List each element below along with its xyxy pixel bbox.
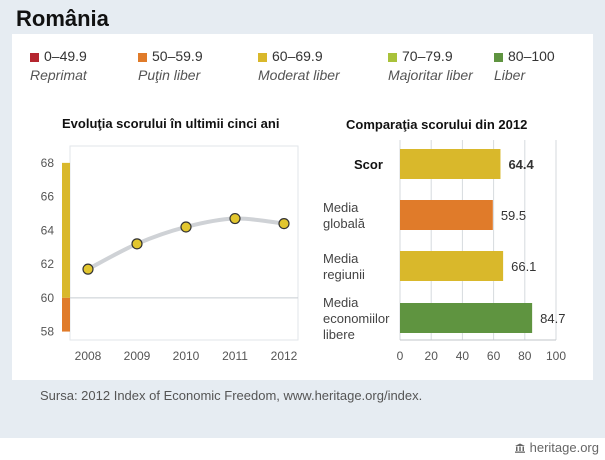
- x-tick-label: 40: [456, 349, 470, 363]
- score-point: [229, 212, 241, 225]
- value-label: 84.7: [540, 311, 565, 326]
- legend-label: Majoritar liber: [388, 67, 473, 83]
- plot-area: [69, 145, 299, 341]
- brand-text: heritage.org: [529, 440, 599, 455]
- line-chart-title: Evoluţia scorului în ultimii cinci ani: [62, 116, 280, 131]
- y-tick-label: 66: [41, 190, 55, 204]
- score-point: [82, 263, 94, 275]
- bar: [400, 149, 501, 179]
- brand-link[interactable]: heritage.org: [514, 440, 599, 455]
- value-label: 66.1: [511, 259, 536, 274]
- legend-range: 80–100: [508, 48, 555, 64]
- band-mostly-unfree: [62, 297, 70, 332]
- y-tick-label: 62: [41, 257, 55, 271]
- legend-range: 60–69.9: [272, 48, 323, 64]
- bar: [400, 251, 504, 281]
- legend-label: Puţin liber: [138, 67, 201, 83]
- freedom-legend: 0–49.9 Reprimat 50–59.9 Puţin liber 60–6…: [30, 48, 590, 88]
- legend-range: 50–59.9: [152, 48, 203, 64]
- category-label: Scor: [354, 157, 383, 172]
- y-tick-label: 64: [41, 223, 55, 237]
- legend-label: Liber: [494, 67, 526, 83]
- score-point: [278, 218, 290, 230]
- bar-chart-title: Comparaţia scorului din 2012: [346, 117, 528, 132]
- page-title: România: [16, 6, 109, 31]
- x-tick-label: 2010: [173, 349, 200, 363]
- category-label: Media regiunii: [323, 251, 365, 282]
- legend-swatch: [258, 53, 267, 62]
- y-tick-label: 68: [41, 156, 55, 170]
- x-tick-label: 80: [518, 349, 532, 363]
- legend-label: Reprimat: [30, 67, 87, 83]
- x-tick-label: 60: [487, 349, 501, 363]
- x-tick-label: 2008: [75, 349, 102, 363]
- band-moderately-free: [62, 162, 70, 298]
- value-label: 64.4: [508, 157, 534, 172]
- legend-swatch: [138, 53, 147, 62]
- building-icon: [514, 443, 525, 453]
- bar: [400, 303, 533, 333]
- y-tick-label: 58: [41, 325, 55, 339]
- source-note: Sursa: 2012 Index of Economic Freedom, w…: [40, 388, 423, 403]
- score-point: [180, 221, 192, 233]
- score-point: [131, 238, 143, 250]
- legend-range: 70–79.9: [402, 48, 453, 64]
- legend-range: 0–49.9: [44, 48, 87, 64]
- x-tick-label: 100: [546, 349, 566, 363]
- x-tick-label: 0: [397, 349, 404, 363]
- legend-swatch: [494, 53, 503, 62]
- x-tick-label: 2012: [271, 349, 298, 363]
- x-tick-label: 20: [425, 349, 439, 363]
- category-label: Media globală: [323, 200, 366, 231]
- legend-swatch: [30, 53, 39, 62]
- category-label: Media economiilor libere: [323, 295, 390, 342]
- bar: [400, 200, 493, 230]
- y-tick-label: 60: [41, 291, 55, 305]
- legend-swatch: [388, 53, 397, 62]
- legend-label: Moderat liber: [258, 67, 340, 83]
- x-tick-label: 2009: [124, 349, 151, 363]
- value-label: 59.5: [501, 208, 526, 223]
- x-tick-label: 2011: [222, 349, 248, 363]
